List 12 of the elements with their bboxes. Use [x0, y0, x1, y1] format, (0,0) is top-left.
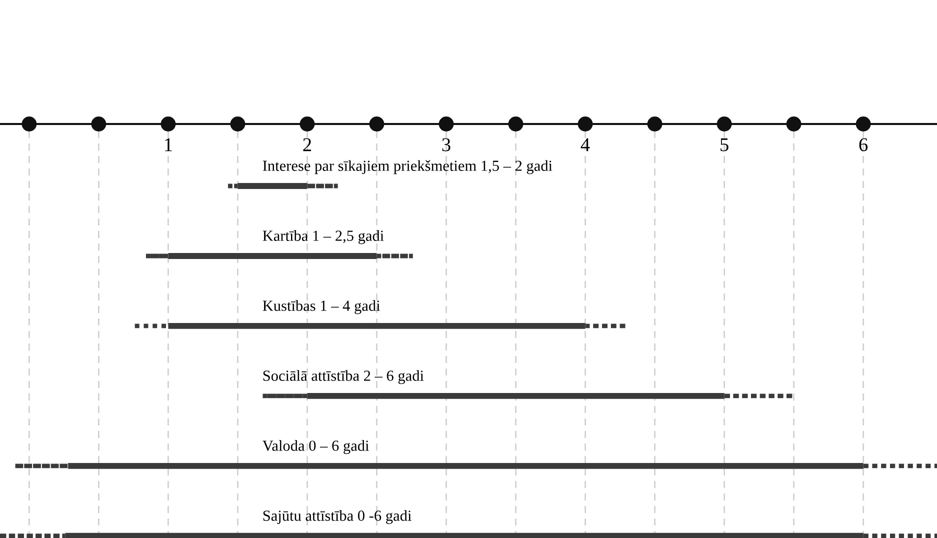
- y-tick-label: Kustības 1 – 4 gadi: [262, 300, 380, 314]
- x-tick-label: 2: [303, 138, 312, 152]
- y-tick-label: Interese par sīkajiem priekšmetiem 1,5 – 2 gadi: [262, 160, 552, 174]
- y-tick-label: Kartība 1 – 2,5 gadi: [262, 230, 384, 244]
- x-tick-label: 4: [580, 138, 590, 152]
- x-tick-label: 5: [720, 138, 728, 152]
- x-tick-label: 1: [165, 138, 172, 152]
- y-tick-label: Sociālā attīstība 2 – 6 gadi: [263, 370, 424, 384]
- x-tick-label: 6: [859, 138, 868, 152]
- y-tick-label: Sajūtu attīstība 0 -6 gadi: [263, 510, 412, 524]
- x-tick-label: 3: [442, 138, 450, 152]
- y-tick-label: Valoda 0 – 6 gadi: [262, 440, 369, 454]
